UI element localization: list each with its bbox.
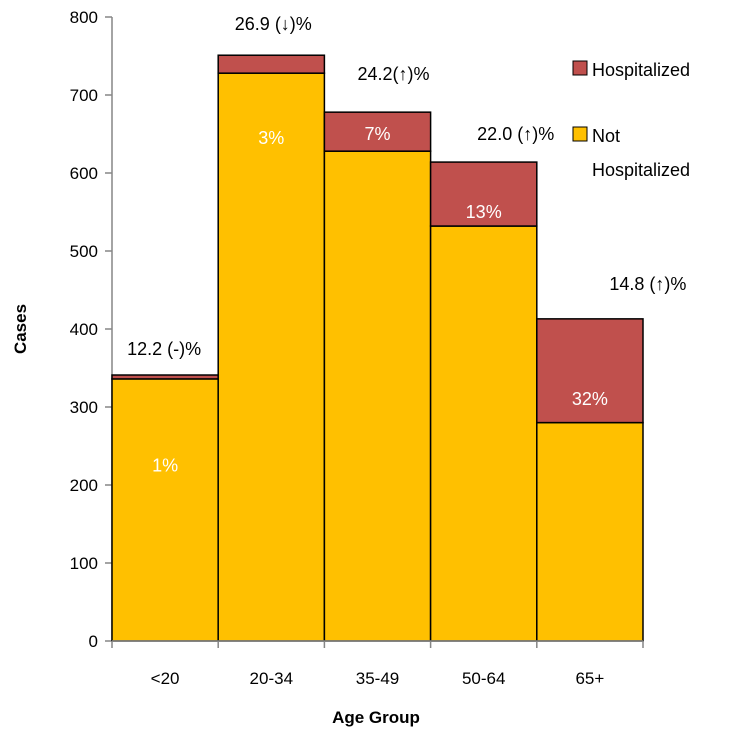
y-tick-label: 100 (70, 554, 98, 573)
bar-hospitalized (429, 161, 538, 227)
bar-percent-label: 13% (466, 202, 502, 222)
bar-top-label: 14.8 (↑)% (609, 274, 686, 294)
x-tick-label: 20-34 (250, 669, 293, 688)
bar-not-hospitalized (536, 421, 644, 642)
y-tick-label: 0 (89, 632, 98, 651)
bar-top-label: 26.9 (↓)% (235, 14, 312, 34)
bar-top-label: 22.0 (↑)% (477, 124, 554, 144)
labels: 1% 12.2 (-)% 3% 26.9 (↓)% 7% 24.2(↑)% 13% 22.0 … (127, 14, 686, 476)
legend-label-not-hospitalized-line2: Hospitalized (592, 160, 690, 180)
bar-top-label: 24.2(↑)% (357, 64, 429, 84)
x-tick-label: 65+ (575, 669, 604, 688)
y-tick-label: 400 (70, 320, 98, 339)
y-tick-label: 600 (70, 164, 98, 183)
bar-not-hospitalized (429, 225, 538, 642)
legend: Hospitalized Not Hospitalized (572, 60, 690, 180)
bar-percent-label: 32% (572, 389, 608, 409)
bar-hospitalized (111, 374, 219, 380)
bar-not-hospitalized (323, 150, 432, 642)
y-axis: 0 100 200 300 400 500 600 700 800 (70, 8, 113, 651)
bar-not-hospitalized (111, 378, 219, 642)
y-axis-title: Cases (11, 304, 30, 354)
legend-swatch-hospitalized (572, 60, 588, 76)
y-tick-label: 800 (70, 8, 98, 27)
y-tick-label: 300 (70, 398, 98, 417)
bars (111, 54, 644, 642)
legend-label-not-hospitalized-line1: Not (592, 126, 620, 146)
legend-label-hospitalized: Hospitalized (592, 60, 690, 80)
bar-not-hospitalized (217, 72, 326, 642)
x-tick-label: 50-64 (462, 669, 505, 688)
x-axis-title: Age Group (332, 708, 420, 727)
legend-label-not-hospitalized: Not Hospitalized (592, 126, 690, 180)
y-tick-label: 200 (70, 476, 98, 495)
bar-percent-label: 1% (152, 456, 178, 476)
legend-swatch-not-hospitalized (572, 126, 588, 142)
x-axis: <20 20-34 35-49 50-64 65+ (111, 640, 644, 688)
y-tick-label: 700 (70, 86, 98, 105)
bar-percent-label: 7% (364, 124, 390, 144)
x-tick-label: <20 (151, 669, 180, 688)
bar-percent-label: 3% (258, 128, 284, 148)
bar-hospitalized (323, 111, 432, 152)
bar-hospitalized (217, 54, 326, 74)
bar-top-label: 12.2 (-)% (127, 339, 201, 359)
x-tick-label: 35-49 (356, 669, 399, 688)
bar-hospitalized (536, 318, 644, 424)
y-tick-label: 500 (70, 242, 98, 261)
